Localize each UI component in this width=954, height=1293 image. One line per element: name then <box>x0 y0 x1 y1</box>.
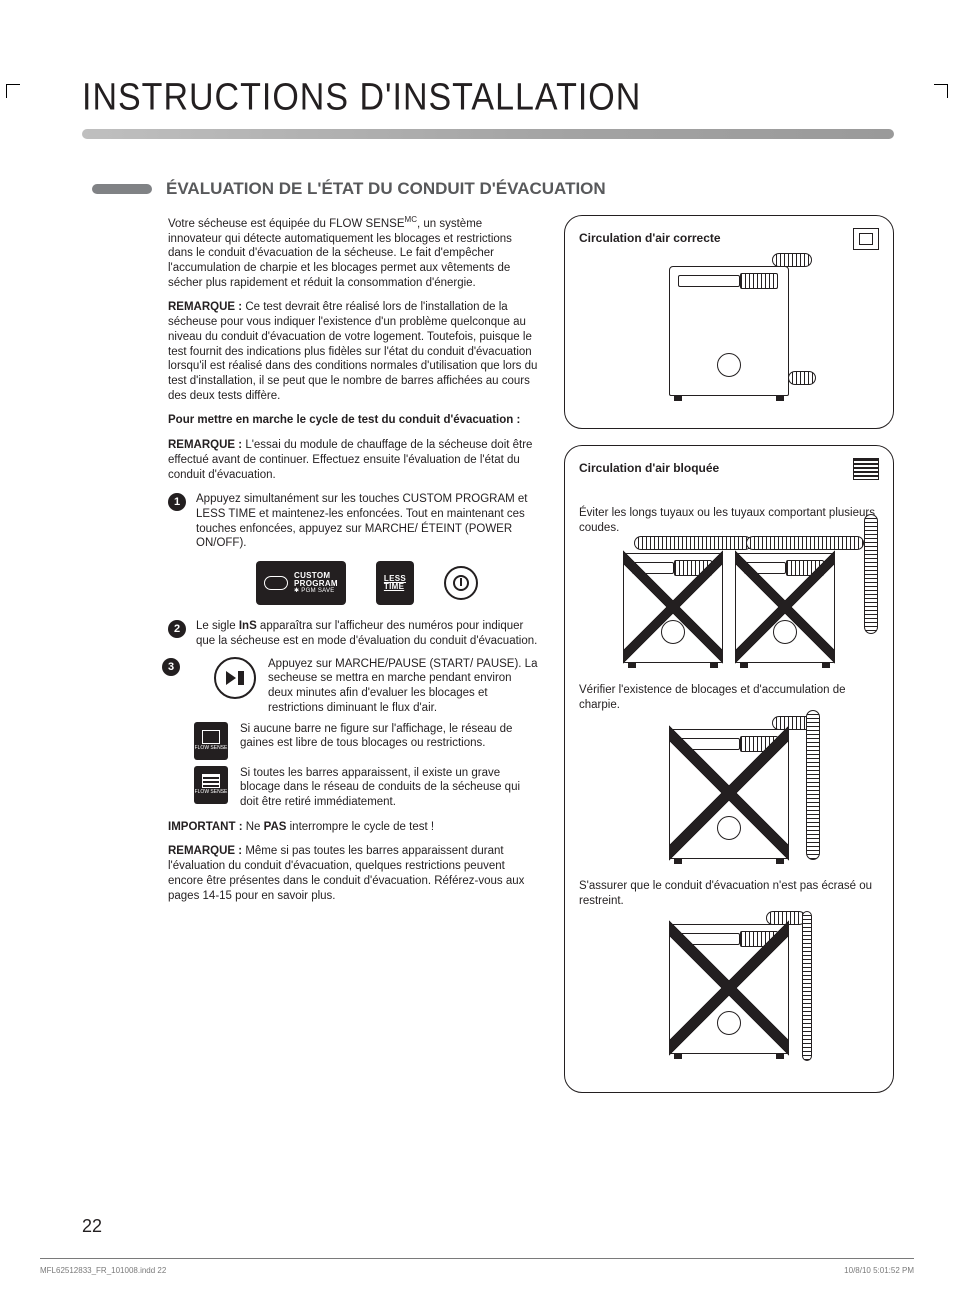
step-3: 3 Appuyez sur MARCHE/PAUSE (START/ PAUSE… <box>168 657 538 716</box>
blocked-illustration-lint <box>579 721 879 865</box>
heading-pill-icon <box>92 184 152 194</box>
flow-sense-empty-indicator-icon <box>853 228 879 250</box>
page-number: 22 <box>82 1216 102 1237</box>
step-circle-1-icon: 1 <box>168 493 186 511</box>
section-heading-row: ÉVALUATION DE L'ÉTAT DU CONDUIT D'ÉVACUA… <box>92 179 954 199</box>
blocked-para-1: Éviter les longs tuyaux ou les tuyaux co… <box>579 506 879 535</box>
footer-timestamp: 10/8/10 5:01:52 PM <box>844 1266 914 1275</box>
title-underline-stripe <box>82 129 894 139</box>
power-icon <box>453 575 469 591</box>
panel-blocked-title: Circulation d'air bloquée <box>579 461 719 476</box>
panel-correct-airflow: Circulation d'air correcte <box>564 215 894 429</box>
pause-bar-icon <box>241 671 244 685</box>
panel-blocked-airflow: Circulation d'air bloquée Éviter les lon… <box>564 445 894 1093</box>
blocked-illustration-long-ducts <box>579 545 879 669</box>
left-column: Votre sécheuse est équipée du FLOW SENSE… <box>168 215 538 1109</box>
right-column: Circulation d'air correcte Circulation d… <box>564 215 894 1109</box>
blocked-para-2: Vérifier l'existence de blocages et d'ac… <box>579 683 879 712</box>
power-button-illustration <box>444 566 478 600</box>
cross-out-icon <box>735 545 835 669</box>
footer-rule <box>40 1258 914 1259</box>
footer-filename: MFL62512833_FR_101008.indd 22 <box>40 1266 166 1275</box>
button-illustration-row: CUSTOM PROGRAM ✱ PGM SAVE LESS TIME <box>196 561 538 605</box>
custom-program-button-illustration: CUSTOM PROGRAM ✱ PGM SAVE <box>256 561 346 605</box>
step-2: 2 Le sigle InS apparaîtra sur l'afficheu… <box>168 619 538 648</box>
intro-paragraph: Votre sécheuse est équipée du FLOW SENSE… <box>168 215 538 290</box>
cross-out-icon <box>669 721 789 865</box>
important-note: IMPORTANT : Ne PAS interrompre le cycle … <box>168 820 538 835</box>
flow-sense-empty-icon: FLOW SENSE <box>194 722 228 760</box>
flow-sense-empty-text: Si aucune barre ne figure sur l'affichag… <box>240 722 538 751</box>
section-heading: ÉVALUATION DE L'ÉTAT DU CONDUIT D'ÉVACUA… <box>166 179 606 199</box>
panel-correct-title: Circulation d'air correcte <box>579 231 721 246</box>
step-1: 1 Appuyez simultanément sur les touches … <box>168 492 538 551</box>
oval-icon <box>264 576 288 590</box>
crop-mark-tl <box>6 84 20 98</box>
play-icon <box>226 671 236 685</box>
blocked-para-3: S'assurer que le conduit d'évacuation n'… <box>579 879 879 908</box>
subhead-start-cycle: Pour mettre en marche le cycle de test d… <box>168 413 538 428</box>
step-circle-3-icon: 3 <box>162 658 180 676</box>
step-2-text: Le sigle InS apparaîtra sur l'afficheur … <box>196 619 538 648</box>
flow-sense-full-indicator-icon <box>853 458 879 480</box>
flow-sense-full-row: FLOW SENSE Si toutes les barres apparais… <box>168 766 538 810</box>
document-title: INSTRUCTIONS D'INSTALLATION <box>82 76 954 120</box>
cross-out-icon <box>623 545 723 669</box>
less-time-button-illustration: LESS TIME <box>376 561 414 605</box>
remarque-3: REMARQUE : Même si pas toutes les barres… <box>168 844 538 903</box>
step-1-text: Appuyez simultanément sur les touches CU… <box>196 492 538 551</box>
flow-sense-full-icon: FLOW SENSE <box>194 766 228 804</box>
step-3-text: Appuyez sur MARCHE/PAUSE (START/ PAUSE).… <box>268 657 538 716</box>
flow-sense-empty-row: FLOW SENSE Si aucune barre ne figure sur… <box>168 722 538 760</box>
cross-out-icon <box>669 916 789 1060</box>
blocked-illustration-crushed <box>579 916 879 1060</box>
flow-sense-full-text: Si toutes les barres apparaissent, il ex… <box>240 766 538 810</box>
start-pause-button-illustration <box>214 657 256 699</box>
dryer-correct-illustration <box>579 258 879 402</box>
step-circle-2-icon: 2 <box>168 620 186 638</box>
remarque-1: REMARQUE : Ce test devrait être réalisé … <box>168 300 538 403</box>
remarque-2: REMARQUE : L'essai du module de chauffag… <box>168 438 538 482</box>
